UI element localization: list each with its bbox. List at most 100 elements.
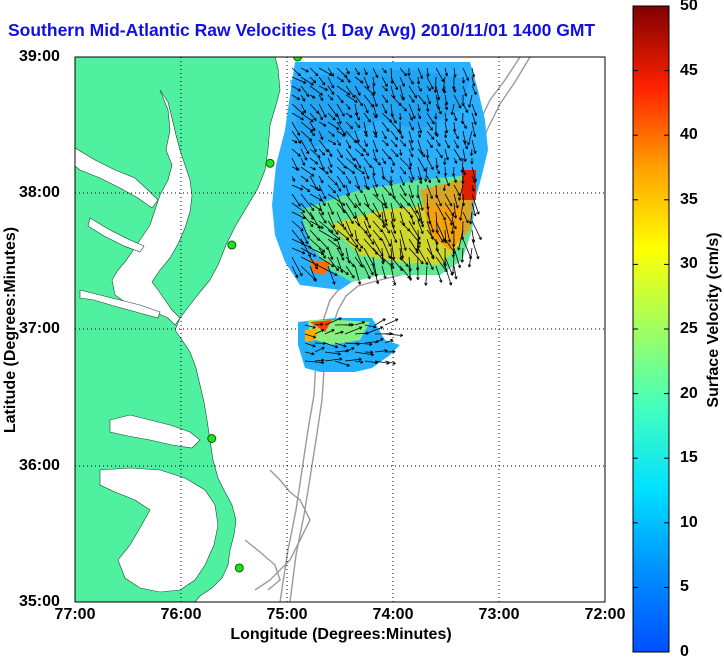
velocity-arrow	[381, 139, 389, 146]
velocity-arrow	[300, 103, 307, 114]
velocity-arrow	[318, 139, 329, 153]
velocity-arrow	[291, 256, 303, 277]
velocity-arrow	[336, 139, 341, 146]
velocity-arrow	[408, 139, 414, 151]
velocity-arrow	[291, 112, 304, 121]
x-axis-label: Longitude (Degrees:Minutes)	[230, 626, 452, 643]
velocity-arrow	[345, 139, 352, 149]
velocity-arrow	[327, 256, 339, 272]
velocity-arrow	[417, 211, 425, 228]
colorbar	[632, 5, 670, 653]
velocity-arrow	[399, 256, 409, 267]
velocity-arrow	[390, 202, 396, 222]
velocity-arrow	[336, 130, 346, 137]
velocity-arrow	[291, 202, 306, 213]
velocity-arrow	[344, 326, 363, 335]
velocity-arrow	[417, 112, 422, 120]
velocity-arrow	[471, 121, 477, 138]
velocity-arrow	[417, 67, 423, 79]
velocity-arrow	[309, 112, 317, 122]
velocity-arrow	[327, 157, 333, 168]
velocity-arrow	[304, 342, 316, 348]
velocity-arrow	[381, 157, 387, 165]
velocity-arrow	[372, 112, 378, 119]
velocity-arrow	[408, 175, 413, 184]
velocity-arrow	[300, 175, 309, 182]
velocity-arrow	[471, 76, 476, 87]
velocity-arrow	[363, 112, 371, 123]
velocity-arrow	[291, 193, 301, 207]
velocity-arrow	[467, 130, 473, 146]
velocity-arrow	[291, 175, 296, 182]
velocity-arrow	[381, 229, 392, 247]
colorbar-tick-label: 50	[680, 0, 698, 14]
velocity-arrow	[381, 202, 388, 223]
land-mass	[75, 57, 281, 602]
velocity-arrow	[318, 103, 327, 118]
velocity-arrow	[336, 76, 344, 83]
velocity-arrow	[318, 166, 329, 175]
velocity-arrow	[408, 112, 413, 121]
colorbar-tick-label: 35	[680, 190, 698, 208]
velocity-arrow	[327, 202, 334, 215]
velocity-arrow	[291, 76, 307, 84]
velocity-arrow	[354, 193, 361, 207]
velocity-arrow	[309, 265, 317, 282]
velocity-arrow	[372, 184, 379, 197]
velocity-arrow	[444, 148, 449, 161]
velocity-arrow	[354, 184, 363, 194]
velocity-arrow	[390, 166, 394, 174]
velocity-arrow	[408, 121, 414, 131]
colorbar-tick-label: 25	[680, 320, 698, 337]
velocity-arrow	[309, 121, 316, 132]
x-tick-label: 72:00	[584, 606, 626, 623]
velocity-arrow	[300, 238, 311, 258]
velocity-arrow	[471, 202, 477, 217]
velocity-arrow	[318, 193, 326, 207]
velocity-arrow	[390, 247, 394, 266]
velocity-arrow	[384, 360, 396, 365]
velocity-arrow	[354, 94, 364, 107]
velocity-arrow	[354, 130, 360, 143]
velocity-arrow	[372, 67, 379, 79]
velocity-arrow	[381, 121, 390, 132]
velocity-arrow	[364, 324, 377, 329]
velocity-arrow	[425, 148, 430, 159]
velocity-arrow	[453, 85, 457, 93]
velocity-arrow	[450, 103, 455, 116]
velocity-arrow	[417, 166, 423, 181]
chesapeake-bay	[111, 89, 193, 326]
velocity-arrow	[363, 229, 375, 245]
velocity-arrow	[408, 94, 415, 103]
velocity-arrow	[471, 193, 480, 215]
velocity-arrow	[336, 112, 342, 125]
velocity-arrow	[363, 256, 374, 276]
velocity-arrow	[344, 323, 355, 327]
velocity-arrow	[327, 94, 334, 101]
velocity-arrow	[381, 85, 389, 92]
velocity-arrow	[291, 238, 312, 249]
radar-station-marker	[227, 240, 237, 250]
velocity-arrow	[399, 67, 408, 77]
velocity-arrow	[354, 360, 364, 364]
velocity-arrow	[354, 351, 375, 357]
velocity-arrow	[345, 94, 358, 103]
velocity-arrow	[444, 103, 448, 111]
velocity-arrow	[434, 112, 438, 120]
velocity-arrow	[291, 94, 301, 100]
colorbar-tick-label: 30	[680, 255, 698, 273]
velocity-arrow	[372, 175, 378, 188]
velocity-arrow	[470, 157, 474, 165]
velocity-arrow	[390, 148, 399, 158]
radar-station-marker	[293, 57, 303, 62]
velocity-arrow	[318, 76, 326, 86]
velocity-arrow	[363, 130, 368, 138]
velocity-arrow	[442, 85, 447, 94]
velocity-arrow	[426, 94, 431, 105]
velocity-arrow	[471, 85, 477, 95]
velocity-arrow	[453, 130, 459, 140]
velocity-arrow	[291, 247, 306, 255]
velocity-arrow	[374, 318, 386, 326]
velocity-arrow	[372, 130, 378, 138]
velocity-arrow	[344, 357, 362, 362]
